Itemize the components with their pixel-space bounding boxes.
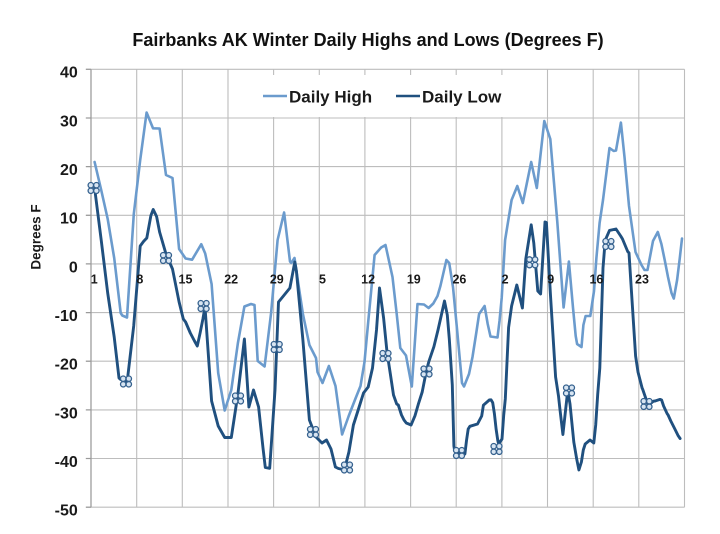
svg-text:Daily Low: Daily Low bbox=[422, 88, 502, 107]
svg-text:8: 8 bbox=[136, 273, 143, 287]
svg-text:1: 1 bbox=[91, 273, 98, 287]
svg-text:23: 23 bbox=[635, 273, 649, 287]
svg-text:-50: -50 bbox=[55, 503, 78, 520]
svg-text:-20: -20 bbox=[55, 357, 78, 374]
svg-text:10: 10 bbox=[60, 211, 78, 228]
svg-text:0: 0 bbox=[69, 259, 78, 276]
svg-text:12: 12 bbox=[361, 273, 375, 287]
svg-text:16: 16 bbox=[589, 273, 603, 287]
svg-text:5: 5 bbox=[319, 273, 326, 287]
svg-text:26: 26 bbox=[452, 273, 466, 287]
svg-text:40: 40 bbox=[60, 65, 78, 82]
svg-text:29: 29 bbox=[270, 273, 284, 287]
svg-text:15: 15 bbox=[179, 273, 193, 287]
svg-text:19: 19 bbox=[407, 273, 421, 287]
svg-text:22: 22 bbox=[224, 273, 238, 287]
svg-text:Degrees F: Degrees F bbox=[29, 204, 44, 269]
svg-text:20: 20 bbox=[60, 162, 78, 179]
svg-text:2: 2 bbox=[502, 273, 509, 287]
svg-text:-40: -40 bbox=[55, 454, 78, 471]
svg-text:-10: -10 bbox=[55, 308, 78, 325]
svg-text:9: 9 bbox=[547, 273, 554, 287]
svg-text:30: 30 bbox=[60, 113, 78, 130]
svg-text:Fairbanks AK Winter Daily High: Fairbanks AK Winter Daily Highs and Lows… bbox=[132, 30, 603, 50]
svg-text:Daily High: Daily High bbox=[289, 88, 372, 107]
svg-text:-30: -30 bbox=[55, 405, 78, 422]
